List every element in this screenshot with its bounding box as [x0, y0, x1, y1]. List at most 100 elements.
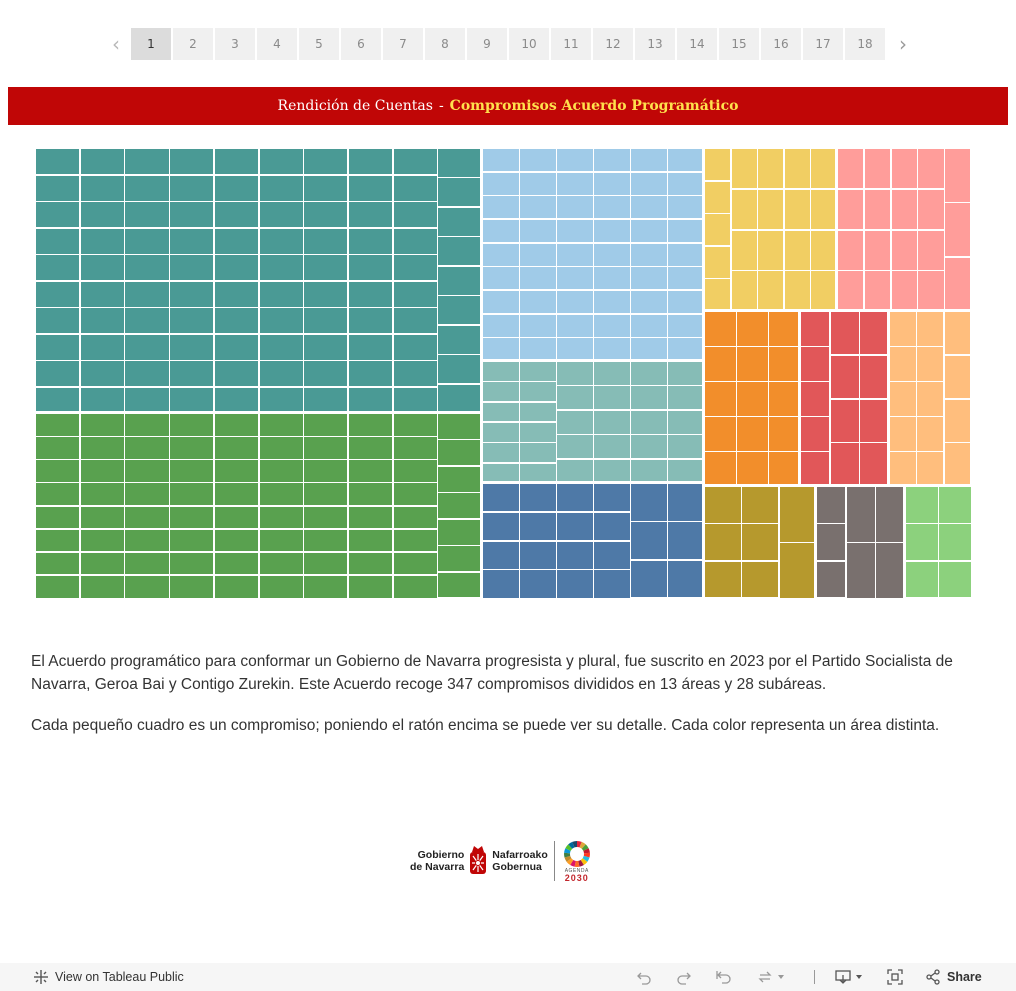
page-button-3[interactable]: 3	[215, 28, 255, 60]
commitment-cell[interactable]	[124, 482, 170, 506]
commitment-cell[interactable]	[556, 290, 594, 315]
commitment-cell[interactable]	[258, 482, 304, 506]
commitment-cell[interactable]	[35, 551, 81, 576]
commitment-cell[interactable]	[79, 386, 125, 414]
commitment-cell[interactable]	[79, 551, 125, 576]
page-button-17[interactable]: 17	[803, 28, 843, 60]
commitment-cell[interactable]	[79, 436, 125, 460]
commitment-cell[interactable]	[35, 360, 81, 387]
commitment-cell[interactable]	[556, 569, 594, 599]
commitment-cell[interactable]	[124, 386, 170, 414]
page-button-6[interactable]: 6	[341, 28, 381, 60]
commitment-cell[interactable]	[519, 401, 557, 423]
commitment-cell[interactable]	[829, 311, 860, 356]
commitment-cell[interactable]	[889, 416, 917, 452]
commitment-cell[interactable]	[829, 398, 860, 443]
page-button-12[interactable]: 12	[593, 28, 633, 60]
commitment-cell[interactable]	[437, 236, 483, 267]
commitment-cell[interactable]	[169, 482, 215, 506]
commitment-cell[interactable]	[916, 346, 945, 382]
commitment-cell[interactable]	[347, 459, 394, 483]
commitment-cell[interactable]	[810, 229, 838, 271]
commitment-cell[interactable]	[630, 171, 668, 196]
commitment-cell[interactable]	[556, 483, 594, 513]
commitment-cell[interactable]	[556, 195, 594, 220]
commitment-cell[interactable]	[667, 290, 705, 315]
commitment-cell[interactable]	[392, 459, 438, 483]
commitment-cell[interactable]	[482, 483, 520, 513]
commitment-cell[interactable]	[556, 458, 594, 484]
commitment-cell[interactable]	[169, 574, 215, 599]
commitment-cell[interactable]	[437, 295, 483, 326]
commitment-cell[interactable]	[347, 482, 394, 506]
commitment-cell[interactable]	[213, 505, 259, 530]
commitment-cell[interactable]	[800, 451, 831, 487]
commitment-cell[interactable]	[437, 324, 483, 355]
commitment-cell[interactable]	[829, 442, 860, 487]
commitment-cell[interactable]	[213, 227, 259, 255]
commitment-cell[interactable]	[437, 439, 483, 467]
commitment-cell[interactable]	[482, 361, 520, 382]
commitment-cell[interactable]	[258, 551, 304, 576]
commitment-cell[interactable]	[347, 174, 394, 202]
commitment-cell[interactable]	[556, 337, 594, 362]
commitment-cell[interactable]	[482, 569, 520, 599]
commitment-cell[interactable]	[593, 171, 631, 196]
commitment-cell[interactable]	[943, 354, 972, 399]
page-button-7[interactable]: 7	[383, 28, 423, 60]
commitment-cell[interactable]	[630, 290, 668, 315]
commitment-cell[interactable]	[863, 270, 892, 312]
commitment-cell[interactable]	[556, 171, 594, 196]
commitment-cell[interactable]	[889, 346, 917, 382]
commitment-cell[interactable]	[730, 188, 758, 230]
commitment-cell[interactable]	[630, 219, 668, 244]
commitment-cell[interactable]	[667, 458, 705, 484]
commitment-cell[interactable]	[905, 486, 939, 524]
commitment-cell[interactable]	[593, 385, 631, 411]
commitment-cell[interactable]	[124, 333, 170, 361]
commitment-cell[interactable]	[437, 545, 483, 573]
commitment-cell[interactable]	[303, 574, 349, 599]
commitment-cell[interactable]	[736, 416, 769, 452]
commitment-cell[interactable]	[730, 229, 758, 271]
commitment-cell[interactable]	[124, 436, 170, 460]
commitment-cell[interactable]	[124, 174, 170, 202]
commitment-cell[interactable]	[392, 148, 438, 175]
commitment-cell[interactable]	[704, 245, 732, 279]
commitment-cell[interactable]	[519, 313, 557, 338]
commitment-cell[interactable]	[437, 571, 483, 599]
commitment-cell[interactable]	[556, 242, 594, 267]
commitment-cell[interactable]	[519, 290, 557, 315]
commitment-cell[interactable]	[35, 333, 81, 361]
commitment-cell[interactable]	[667, 559, 705, 599]
commitment-cell[interactable]	[859, 354, 890, 399]
commitment-cell[interactable]	[905, 560, 939, 599]
commitment-cell[interactable]	[704, 180, 732, 214]
commitment-cell[interactable]	[437, 206, 483, 237]
commitment-cell[interactable]	[741, 523, 780, 562]
commitment-cell[interactable]	[124, 254, 170, 281]
commitment-cell[interactable]	[258, 528, 304, 553]
download-icon[interactable]	[835, 967, 865, 987]
commitment-cell[interactable]	[890, 229, 918, 271]
page-button-2[interactable]: 2	[173, 28, 213, 60]
commitment-cell[interactable]	[859, 442, 890, 487]
commitment-cell[interactable]	[757, 270, 785, 312]
commitment-cell[interactable]	[482, 540, 520, 570]
commitment-cell[interactable]	[757, 148, 785, 190]
commitment-cell[interactable]	[213, 413, 259, 437]
commitment-cell[interactable]	[519, 540, 557, 570]
commitment-cell[interactable]	[630, 361, 668, 386]
commitment-cell[interactable]	[79, 174, 125, 202]
commitment-cell[interactable]	[347, 436, 394, 460]
commitment-cell[interactable]	[482, 195, 520, 220]
commitment-cell[interactable]	[917, 270, 945, 312]
commitment-cell[interactable]	[630, 434, 668, 460]
commitment-cell[interactable]	[837, 148, 865, 190]
commitment-cell[interactable]	[169, 174, 215, 202]
commitment-cell[interactable]	[124, 459, 170, 483]
commitment-cell[interactable]	[630, 313, 668, 338]
commitment-cell[interactable]	[889, 311, 917, 347]
commitment-cell[interactable]	[837, 229, 865, 271]
commitment-cell[interactable]	[593, 569, 631, 599]
